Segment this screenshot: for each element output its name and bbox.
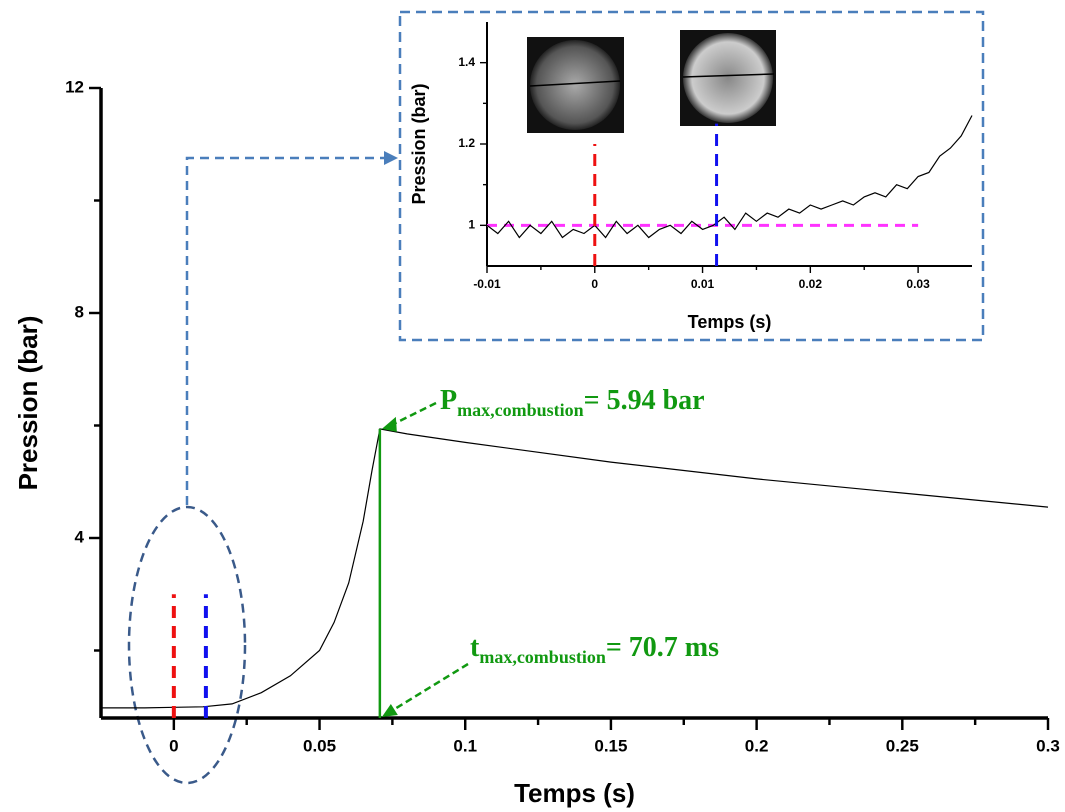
x-tick-label: 0.01 xyxy=(691,277,715,291)
annotation-sub: max,combustion xyxy=(457,400,584,420)
x-tick-label: 0.25 xyxy=(886,736,919,755)
annotation-main: P xyxy=(440,385,457,416)
zoom-arrowhead xyxy=(384,151,398,165)
y-tick-label: 1.2 xyxy=(458,136,475,150)
x-tick-label: -0.01 xyxy=(473,277,501,291)
x-axis-title: Temps (s) xyxy=(514,778,635,808)
annotation: Pmax,combustion= 5.94 bar xyxy=(440,385,705,420)
x-tick-label: 0 xyxy=(591,277,598,291)
annotation-sub: max,combustion xyxy=(479,647,606,667)
y-tick-label: 4 xyxy=(75,527,85,546)
data-line xyxy=(486,115,973,239)
y-tick-label: 12 xyxy=(65,77,84,96)
data-line xyxy=(101,428,1049,709)
x-tick-label: 0.02 xyxy=(799,277,823,291)
image-disk xyxy=(683,33,773,123)
annotation-main: t xyxy=(470,632,480,663)
arrowhead xyxy=(381,416,397,432)
x-tick-label: 0 xyxy=(169,736,178,755)
x-tick-label: 0.1 xyxy=(453,736,477,755)
x-tick-label: 0.03 xyxy=(906,277,930,291)
zoom-arrow xyxy=(185,156,395,505)
y-tick-label: 1.4 xyxy=(458,55,475,69)
zoom-ellipse xyxy=(127,505,247,785)
arrowhead xyxy=(381,704,398,717)
x-tick-label: 0.2 xyxy=(745,736,769,755)
annotation-rest: = 70.7 ms xyxy=(606,632,719,663)
image-line xyxy=(682,73,775,78)
y-tick-label: 8 xyxy=(75,302,84,321)
image-disk xyxy=(530,40,620,130)
x-tick-label: 0.05 xyxy=(303,736,336,755)
y-axis-title: Pression (bar) xyxy=(13,316,43,491)
x-axis-title: Temps (s) xyxy=(688,312,772,332)
arrow xyxy=(389,662,469,714)
inset-frame xyxy=(398,10,985,342)
annotation: tmax,combustion= 70.7 ms xyxy=(470,632,719,667)
x-tick-label: 0.15 xyxy=(594,736,627,755)
annotation-rest: = 5.94 bar xyxy=(584,385,705,416)
y-axis-title: Pression (bar) xyxy=(409,83,429,204)
image-line xyxy=(529,80,621,87)
y-tick-label: 1 xyxy=(468,218,475,232)
x-tick-label: 0.3 xyxy=(1036,736,1060,755)
